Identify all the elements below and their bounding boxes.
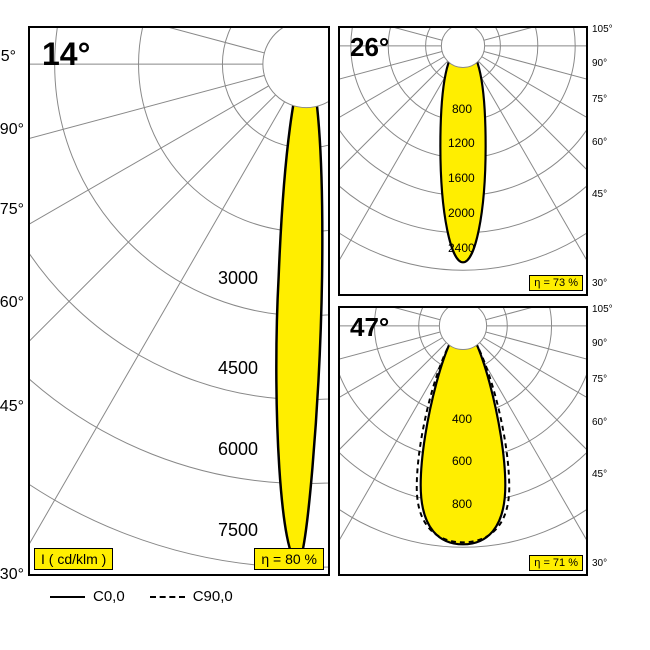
angle-label: 90° bbox=[0, 121, 24, 139]
polar-chart-14 bbox=[30, 28, 328, 574]
angle-label: 75° bbox=[592, 94, 607, 105]
angle-label: 45° bbox=[0, 398, 24, 416]
angle-label: 75° bbox=[592, 374, 607, 385]
ring-label: 400 bbox=[452, 412, 472, 426]
ring-label: 2000 bbox=[448, 206, 475, 220]
ring-label: 6000 bbox=[218, 439, 258, 460]
legend-label-c90: C90,0 bbox=[193, 588, 233, 605]
ring-label: 3000 bbox=[218, 268, 258, 289]
panel-title-14: 14° bbox=[42, 36, 90, 73]
polar-panel-14deg: 14° 3000 4500 6000 7500 I ( cd/klm ) η = 80… bbox=[28, 26, 330, 576]
unit-badge: I ( cd/klm ) bbox=[34, 548, 113, 570]
legend: C0,0 C90,0 bbox=[50, 588, 233, 605]
polar-panel-26deg: 26° 800 1200 1600 2000 2400 η = 73 % bbox=[338, 26, 588, 296]
ring-label: 800 bbox=[452, 102, 472, 116]
angle-label: 60° bbox=[0, 294, 24, 312]
ring-label: 7500 bbox=[218, 520, 258, 541]
ring-label: 600 bbox=[452, 454, 472, 468]
efficiency-badge-47: η = 71 % bbox=[529, 555, 583, 571]
efficiency-badge-14: η = 80 % bbox=[254, 548, 324, 570]
angle-label: 90° bbox=[592, 338, 607, 349]
distribution-lobe-26 bbox=[440, 46, 485, 262]
angle-label: 105° bbox=[592, 304, 613, 315]
center-mask bbox=[439, 308, 486, 349]
figure-container: 14° 3000 4500 6000 7500 I ( cd/klm ) η = 80… bbox=[0, 0, 650, 650]
ring-label: 1200 bbox=[448, 136, 475, 150]
panel-title-47: 47° bbox=[350, 312, 389, 343]
angle-label: 105° bbox=[0, 48, 16, 66]
angle-label: 30° bbox=[0, 566, 24, 584]
legend-item-c0: C0,0 bbox=[50, 588, 125, 605]
solid-line-icon bbox=[50, 596, 85, 598]
dashed-line-icon bbox=[150, 596, 185, 598]
panel-title-26: 26° bbox=[350, 32, 389, 63]
angle-label: 45° bbox=[592, 469, 607, 480]
angle-label: 45° bbox=[592, 189, 607, 200]
angle-label: 75° bbox=[0, 201, 24, 219]
ring-label: 800 bbox=[452, 497, 472, 511]
center-mask bbox=[441, 28, 484, 68]
angle-label: 90° bbox=[592, 58, 607, 69]
ring-label: 1600 bbox=[448, 171, 475, 185]
angle-label: 30° bbox=[592, 558, 607, 569]
legend-label-c0: C0,0 bbox=[93, 588, 125, 605]
angle-label: 105° bbox=[592, 24, 613, 35]
polar-panel-47deg: 47° 400 600 800 η = 71 % bbox=[338, 306, 588, 576]
angle-label: 30° bbox=[592, 278, 607, 289]
ring-label: 4500 bbox=[218, 358, 258, 379]
angle-label: 60° bbox=[592, 417, 607, 428]
center-mask bbox=[263, 28, 328, 108]
distribution-lobe-14 bbox=[276, 64, 322, 562]
polar-chart-47 bbox=[340, 308, 586, 574]
efficiency-badge-26: η = 73 % bbox=[529, 275, 583, 291]
legend-item-c90: C90,0 bbox=[150, 588, 233, 605]
angle-label: 60° bbox=[592, 137, 607, 148]
ring-label: 2400 bbox=[448, 241, 475, 255]
